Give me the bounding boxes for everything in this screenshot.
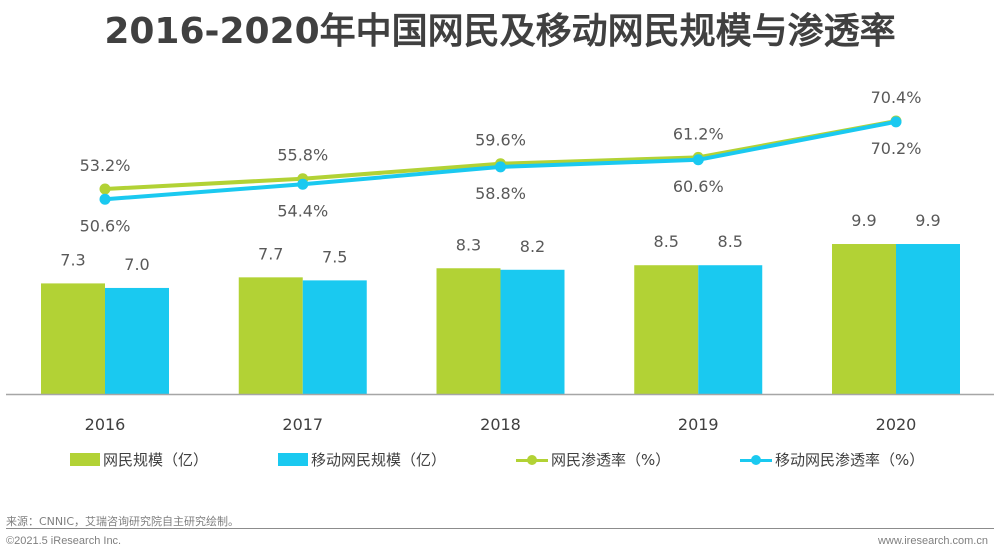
bar-value-label: 8.5 <box>718 232 743 251</box>
line-value-label: 53.2% <box>80 156 131 175</box>
point-mobile-penetration-2019 <box>692 154 704 166</box>
line-value-label: 70.2% <box>871 139 922 158</box>
point-mobile-penetration-2018 <box>495 161 506 173</box>
chart-title: 2016-2020年中国网民及移动网民规模与渗透率 <box>104 11 896 52</box>
legend-label: 移动网民渗透率（%） <box>775 451 925 469</box>
legend-swatch-green-line <box>516 453 548 467</box>
line-value-label: 54.4% <box>277 201 328 220</box>
bar-mobile-users-2020 <box>896 244 960 394</box>
line-value-label: 58.8% <box>475 184 526 203</box>
bar-value-label: 7.5 <box>322 247 347 266</box>
bar-value-label: 9.9 <box>915 211 940 230</box>
bar-mobile-users-2016 <box>105 287 169 394</box>
bar-value-label: 8.2 <box>520 237 545 256</box>
x-tick-label: 2018 <box>480 415 521 434</box>
source-note: 来源：CNNIC，艾瑞咨询研究院自主研究绘制。 <box>6 515 240 528</box>
legend-item-internet-users: 网民规模（亿） <box>70 449 208 470</box>
legend-label: 网民规模（亿） <box>103 451 209 469</box>
bar-internet-users-2018 <box>436 268 501 394</box>
legend-swatch-blue-bar <box>278 453 308 466</box>
bar-value-label: 8.3 <box>456 235 481 254</box>
bar-value-label: 8.5 <box>654 232 679 251</box>
bar-internet-users-2020 <box>832 244 896 394</box>
point-mobile-penetration-2016 <box>99 193 111 205</box>
line-value-label: 50.6% <box>80 216 131 235</box>
x-tick-label: 2016 <box>85 415 126 434</box>
line-value-label: 61.2% <box>673 124 724 143</box>
x-tick-label: 2017 <box>282 415 323 434</box>
legend-item-internet-penetration: 网民渗透率（%） <box>516 449 670 470</box>
chart-legend: 网民规模（亿） 移动网民规模（亿） 网民渗透率（%） 移动网民渗透率（%） <box>0 449 1000 473</box>
bar-mobile-users-2018 <box>500 269 565 394</box>
point-mobile-penetration-2020 <box>890 116 902 128</box>
bar-value-label: 7.0 <box>124 255 149 274</box>
legend-swatch-green-bar <box>70 453 100 466</box>
bar-mobile-users-2017 <box>302 280 367 394</box>
bar-internet-users-2019 <box>634 265 699 394</box>
bar-internet-users-2017 <box>238 277 303 394</box>
bar-mobile-users-2019 <box>698 265 763 394</box>
legend-label: 网民渗透率（%） <box>551 451 671 469</box>
legend-item-mobile-penetration: 移动网民渗透率（%） <box>740 449 924 470</box>
legend-swatch-blue-line <box>740 453 772 467</box>
point-mobile-penetration-2017 <box>297 178 309 190</box>
line-value-label: 70.4% <box>871 88 922 107</box>
bar-value-label: 7.3 <box>60 250 85 269</box>
x-tick-label: 2020 <box>876 415 917 434</box>
bar-value-label: 9.9 <box>851 211 876 230</box>
line-value-label: 59.6% <box>475 131 526 150</box>
bar-internet-users-2016 <box>41 283 105 394</box>
bar-value-label: 7.7 <box>258 244 283 263</box>
website-link[interactable]: www.iresearch.com.cn <box>877 535 988 547</box>
footer-divider <box>6 528 994 529</box>
copyright-text: ©2021.5 iResearch Inc. <box>6 535 122 547</box>
legend-item-mobile-users: 移动网民规模（亿） <box>278 449 446 470</box>
legend-label: 移动网民规模（亿） <box>311 451 447 469</box>
line-value-label: 55.8% <box>277 146 328 165</box>
line-value-label: 60.6% <box>673 177 724 196</box>
x-tick-label: 2019 <box>678 415 719 434</box>
point-internet-penetration-2016 <box>99 183 111 195</box>
